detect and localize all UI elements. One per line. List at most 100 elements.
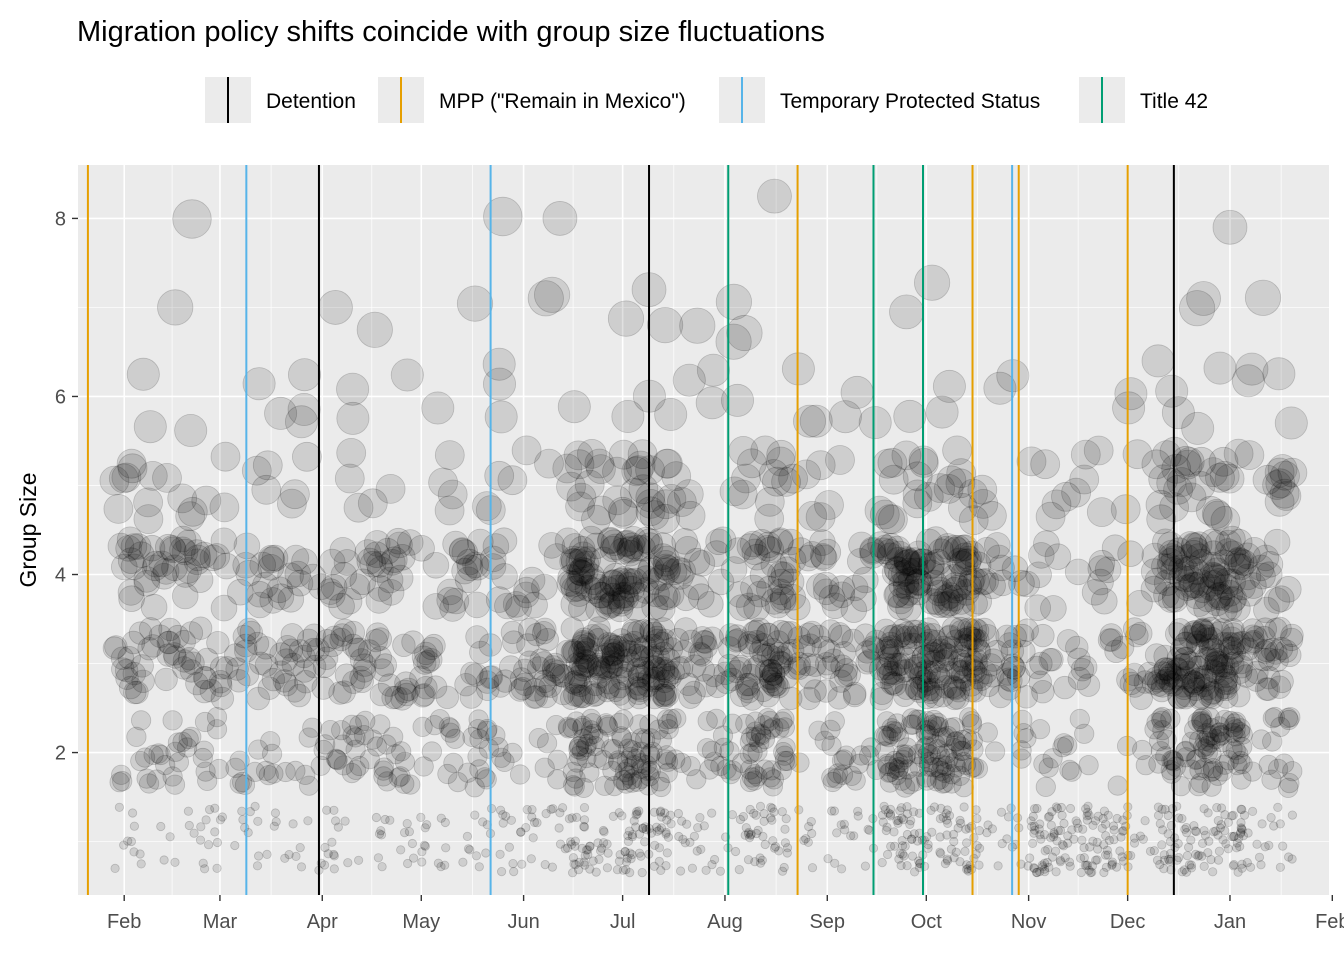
scatter-point <box>1112 813 1122 824</box>
scatter-point <box>148 743 169 764</box>
scatter-point <box>614 761 636 783</box>
scatter-point <box>1053 825 1063 836</box>
scatter-point <box>402 818 412 829</box>
scatter-point <box>618 738 639 759</box>
scatter-point <box>396 845 406 855</box>
scatter-point <box>1261 769 1282 790</box>
scatter-point <box>625 867 635 878</box>
scatter-point <box>755 858 766 868</box>
scatter-point <box>565 768 586 789</box>
scatter-point <box>1205 729 1226 750</box>
scatter-point <box>915 767 937 788</box>
scatter-point <box>585 841 595 852</box>
scatter-point <box>754 729 776 750</box>
scatter-point <box>1129 833 1140 843</box>
scatter-point <box>1055 825 1066 836</box>
scatter-point <box>421 391 455 425</box>
scatter-point <box>1067 825 1077 835</box>
scatter-point <box>391 741 412 762</box>
scatter-point <box>462 726 483 748</box>
scatter-point <box>532 818 542 828</box>
scatter-point <box>821 735 842 757</box>
scatter-point <box>440 860 450 870</box>
scatter-point <box>935 814 946 824</box>
scatter-point <box>878 727 899 748</box>
scatter-point <box>481 848 491 858</box>
scatter-point <box>1052 836 1062 846</box>
scatter-point <box>419 840 429 851</box>
scatter-point <box>689 831 700 841</box>
scatter-point <box>1012 709 1033 730</box>
scatter-point <box>588 660 613 684</box>
scatter-point <box>806 816 816 827</box>
x-tick-label: Apr <box>307 911 338 933</box>
legend: Detention MPP ("Remain in Mexico") Tempora… <box>205 77 1208 123</box>
scatter-point <box>562 718 583 739</box>
scatter-point <box>262 849 272 860</box>
scatter-point <box>781 814 791 824</box>
scatter-point <box>1159 855 1170 865</box>
scatter-point <box>817 639 841 663</box>
scatter-point <box>471 491 502 522</box>
scatter-point <box>1059 759 1080 781</box>
scatter-point <box>1170 842 1180 853</box>
scatter-point <box>357 639 382 663</box>
scatter-point <box>801 834 811 844</box>
scatter-point <box>438 716 459 737</box>
scatter-point <box>889 294 924 330</box>
scatter-point <box>909 829 920 839</box>
scatter-point <box>1012 813 1023 823</box>
scatter-point <box>1232 838 1242 848</box>
scatter-point <box>126 726 147 748</box>
scatter-point <box>491 747 512 768</box>
scatter-point <box>1198 457 1229 488</box>
scatter-point <box>955 857 965 867</box>
scatter-point <box>602 839 612 849</box>
scatter-point <box>656 823 667 833</box>
scatter-point <box>126 357 160 391</box>
scatter-point <box>602 760 623 782</box>
scatter-point <box>267 583 295 610</box>
scatter-point <box>742 742 763 763</box>
scatter-point <box>741 823 751 833</box>
scatter-point <box>334 463 365 494</box>
scatter-point <box>853 806 863 816</box>
scatter-point <box>993 861 1003 871</box>
scatter-point <box>159 855 169 865</box>
scatter-point <box>959 802 969 812</box>
scatter-point <box>208 670 233 694</box>
scatter-point <box>745 830 756 840</box>
scatter-point <box>1115 846 1125 856</box>
scatter-point <box>1233 867 1243 877</box>
scatter-point <box>687 863 698 873</box>
scatter-point <box>1184 860 1195 870</box>
scatter-point <box>156 821 166 832</box>
scatter-point <box>759 816 769 826</box>
scatter-point <box>944 717 965 738</box>
scatter-point <box>323 849 333 859</box>
scatter-point <box>536 733 558 754</box>
scatter-point <box>768 836 778 846</box>
scatter-point <box>329 864 339 874</box>
scatter-point <box>655 749 677 770</box>
scatter-point <box>1239 810 1250 820</box>
scatter-point <box>467 746 488 767</box>
scatter-point <box>888 757 910 778</box>
scatter-point <box>388 767 409 788</box>
scatter-point <box>362 729 383 750</box>
scatter-point <box>594 854 604 865</box>
scatter-point <box>632 565 660 592</box>
scatter-point <box>895 747 916 768</box>
scatter-point <box>1098 813 1108 824</box>
scatter-point <box>1083 435 1114 466</box>
scatter-point <box>1232 843 1242 853</box>
scatter-point <box>567 559 595 586</box>
scatter-point <box>754 715 775 736</box>
scatter-point <box>893 818 903 828</box>
scatter-point <box>1212 802 1222 813</box>
scatter-point <box>579 815 590 825</box>
scatter-point <box>380 546 408 573</box>
scatter-point <box>417 857 427 867</box>
scatter-point <box>1200 732 1221 753</box>
scatter-point <box>172 649 197 673</box>
